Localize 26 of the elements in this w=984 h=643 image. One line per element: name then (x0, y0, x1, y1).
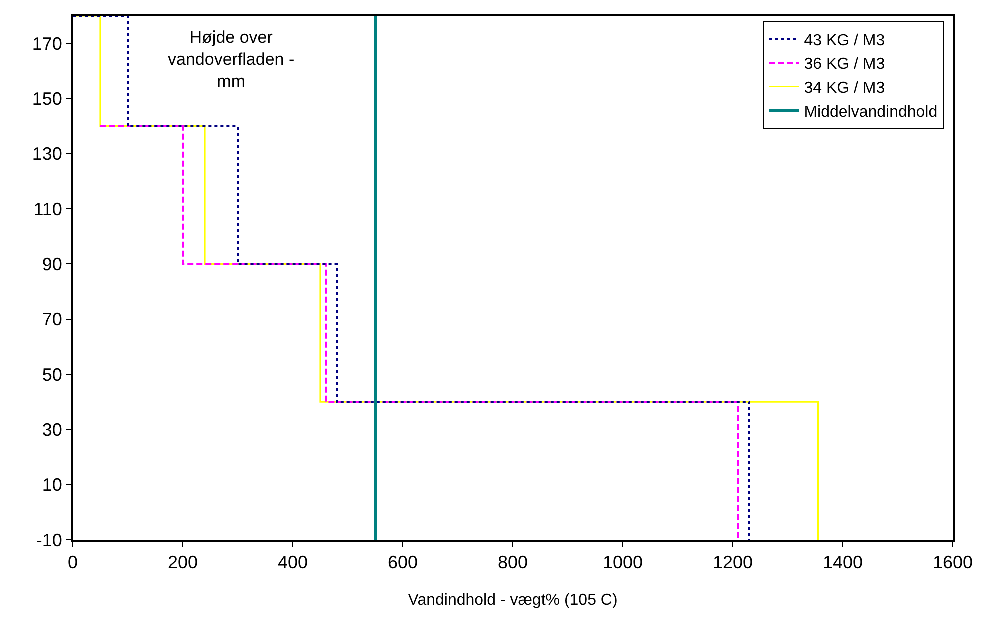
annotation: Højde over vandoverfladen - mm (168, 28, 295, 92)
legend-label: 43 KG / M3 (804, 32, 886, 50)
y-tick-label: -10 (36, 530, 62, 550)
x-tick-label: 1000 (602, 552, 644, 573)
y-tick-label: 90 (42, 254, 62, 275)
y-tick-label: 110 (34, 199, 62, 220)
x-tick-label: 200 (168, 552, 198, 573)
y-tick-label: 70 (42, 310, 62, 330)
x-tick-label: 1200 (712, 552, 754, 573)
x-tick-label: 600 (388, 552, 418, 573)
legend-label: Middelvandindhold (804, 104, 938, 121)
y-tick-label: 130 (32, 144, 62, 164)
x-tick-label: 1400 (822, 552, 864, 573)
x-tick-label: 1600 (932, 552, 974, 573)
x-tick-label: 0 (68, 552, 78, 573)
x-axis-title: Vandindhold - vægt% (105 C) (408, 592, 618, 609)
x-tick-label: 800 (498, 552, 528, 573)
y-tick-label: 50 (42, 364, 62, 385)
y-tick-label: 170 (32, 34, 62, 54)
y-tick-label: 150 (32, 89, 62, 110)
legend-label: 34 KG / M3 (804, 80, 886, 97)
y-tick-label: 10 (42, 475, 62, 496)
y-tick-label: 30 (42, 420, 62, 440)
line-series (100, 125, 740, 540)
legend-label: 36 KG / M3 (804, 56, 886, 74)
x-tick-label: 400 (278, 552, 308, 573)
